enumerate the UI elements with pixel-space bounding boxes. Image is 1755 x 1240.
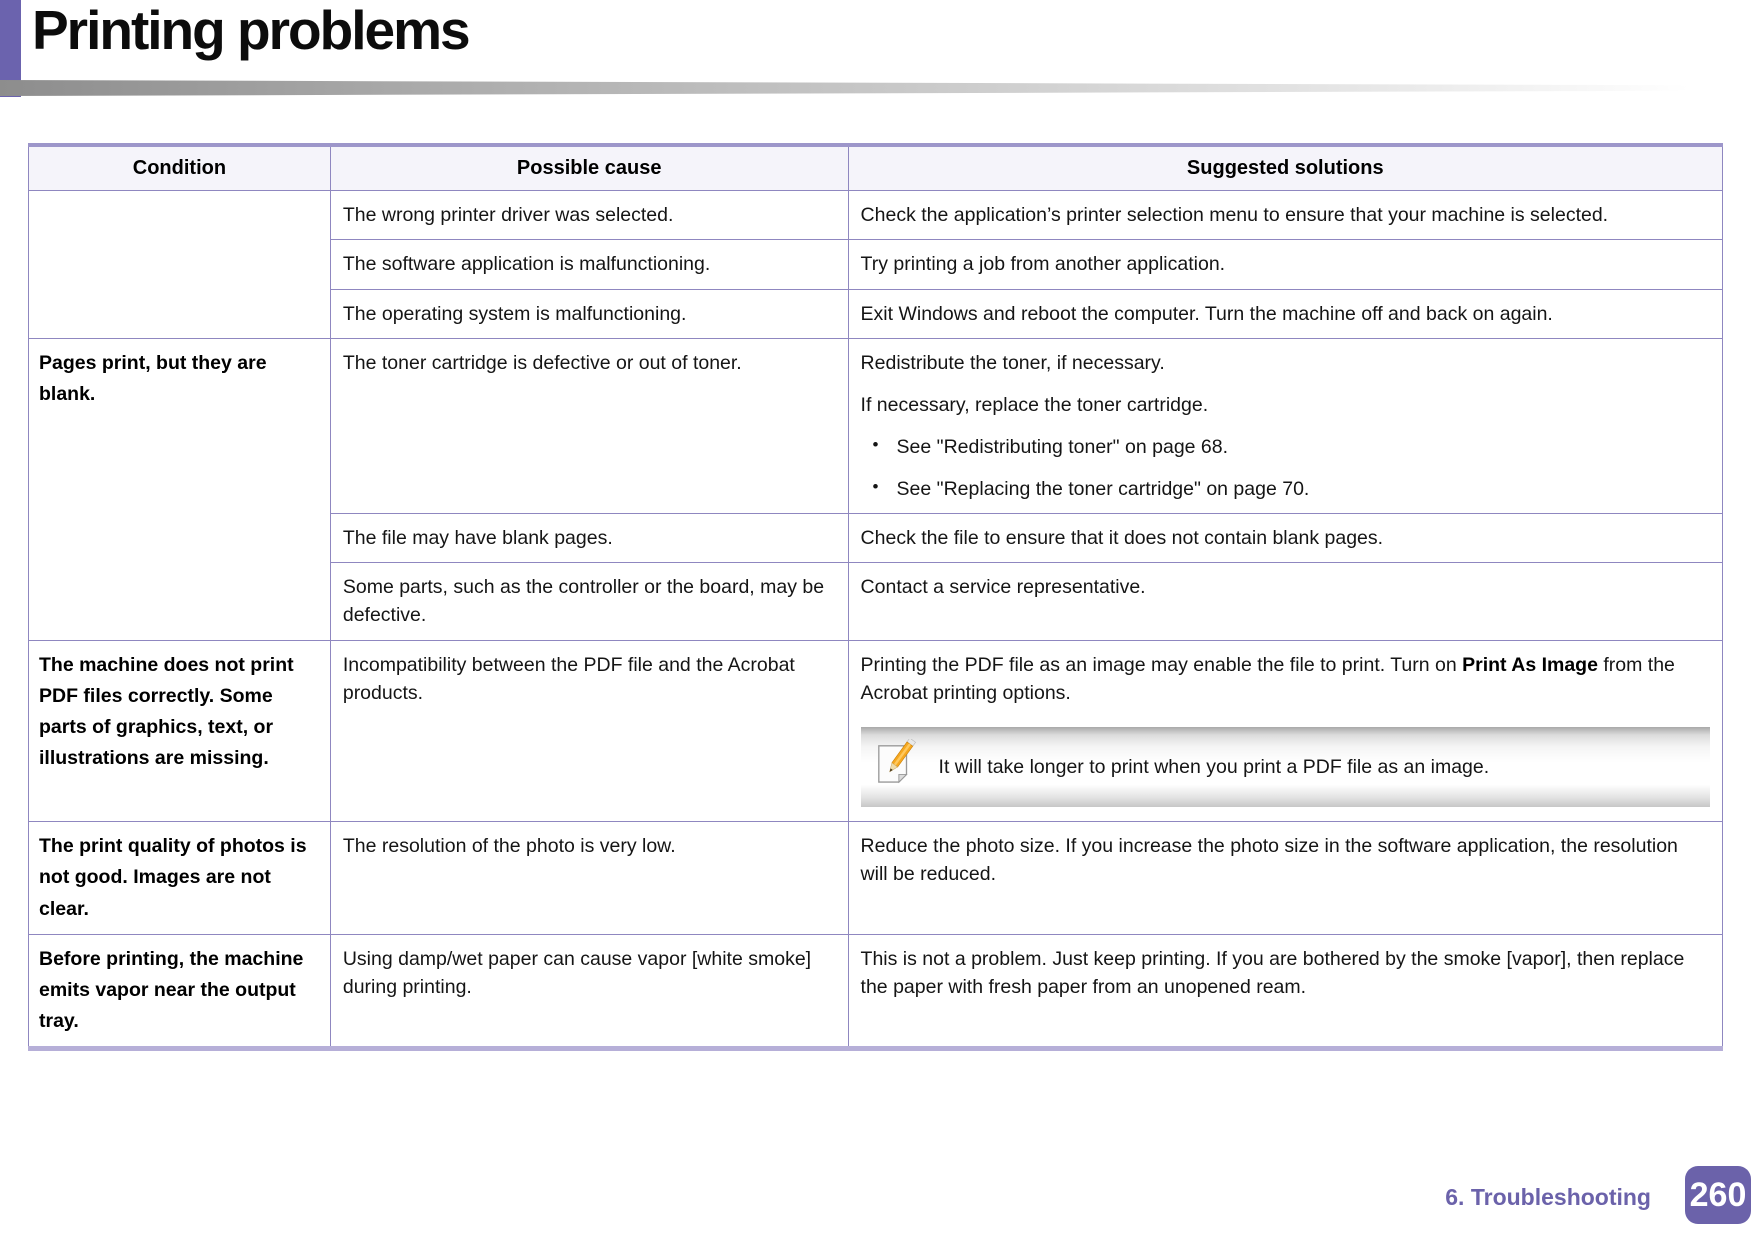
condition-cell: The machine does not print PDF files cor…	[28, 639, 331, 823]
cause-cell: Incompatibility between the PDF file and…	[329, 639, 849, 823]
note-text: It will take longer to print when you pr…	[938, 756, 1490, 779]
solution-cell: Exit Windows and reboot the computer. Tu…	[847, 288, 1724, 339]
table-row: Before printing, the machine emits vapor…	[28, 933, 1724, 1050]
solution-paragraph: Reduce the photo size. If you increase t…	[860, 835, 1678, 886]
table-row: The wrong printer driver was selected. C…	[28, 189, 1724, 339]
column-header-possible-cause: Possible cause	[329, 145, 849, 191]
bullet-text: See "Redistributing toner" on page 68.	[896, 436, 1229, 459]
cause-cell: The toner cartridge is defective or out …	[329, 337, 849, 514]
title-accent-bar	[0, 0, 21, 97]
solution-paragraph: Exit Windows and reboot the computer. Tu…	[860, 302, 1553, 325]
solution-paragraph: This is not a problem. Just keep printin…	[860, 947, 1685, 999]
table-row: Pages print, but they are blank. The ton…	[28, 337, 1724, 641]
solution-paragraph: Redistribute the toner, if necessary.	[860, 351, 1165, 374]
solution-cell: Contact a service representative.	[847, 562, 1724, 641]
column-header-condition: Condition	[28, 145, 331, 191]
cause-cell: Some parts, such as the controller or th…	[329, 562, 849, 641]
footer-chapter-label: 6. Troubleshooting	[1445, 1184, 1651, 1210]
troubleshooting-table: Condition Possible cause Suggested solut…	[28, 143, 1724, 1052]
solution-cell: Printing the PDF file as an image may en…	[847, 639, 1724, 823]
solution-paragraph: If necessary, replace the toner cartridg…	[860, 394, 1209, 417]
table-header-row: Condition Possible cause Suggested solut…	[28, 145, 1724, 191]
solution-cell: Reduce the photo size. If you increase t…	[847, 821, 1724, 935]
solution-paragraph: Contact a service representative.	[860, 576, 1146, 599]
cause-cell: The file may have blank pages.	[329, 512, 849, 564]
table-row: Some parts, such as the controller or th…	[29, 562, 1724, 641]
table-row: The machine does not print PDF files cor…	[28, 639, 1724, 823]
table-row: The file may have blank pages. Check the…	[29, 512, 1724, 564]
solution-cell: Check the application’s printer selectio…	[847, 189, 1724, 241]
page-title: Printing problems	[32, 0, 471, 61]
cause-cell: The resolution of the photo is very low.	[329, 821, 849, 935]
solution-bullet-item: • See "Redistributing toner" on page 68.	[861, 433, 1710, 461]
condition-cell: Pages print, but they are blank.	[28, 337, 331, 641]
table-row: The print quality of photos is not good.…	[28, 821, 1724, 935]
solution-paragraph: Try printing a job from another applicat…	[860, 253, 1226, 276]
solution-bold-term: Print As Image	[1462, 653, 1598, 676]
table-row: The software application is malfunctioni…	[29, 239, 1724, 290]
table-row: The operating system is malfunctioning. …	[29, 288, 1724, 339]
solution-paragraph: Printing the PDF file as an image may en…	[861, 651, 1710, 708]
cause-cell: The software application is malfunctioni…	[329, 239, 849, 290]
note-box: It will take longer to print when you pr…	[860, 727, 1710, 808]
solution-cell: This is not a problem. Just keep printin…	[847, 933, 1724, 1050]
condition-cell: The print quality of photos is not good.…	[28, 821, 331, 935]
cause-cell: The operating system is malfunctioning.	[329, 288, 849, 339]
cause-cell: The wrong printer driver was selected.	[329, 189, 849, 241]
note-pencil-icon	[875, 737, 917, 795]
solution-text: Printing the PDF file as an image may en…	[860, 653, 1463, 676]
solution-cell: Check the file to ensure that it does no…	[847, 512, 1724, 564]
bullet-marker: •	[872, 435, 879, 455]
column-header-suggested-solutions: Suggested solutions	[847, 145, 1724, 191]
solution-paragraph: Check the file to ensure that it does no…	[860, 526, 1384, 549]
solution-paragraph: Check the application’s printer selectio…	[860, 204, 1609, 226]
solution-cell: Redistribute the toner, if necessary. If…	[847, 337, 1724, 514]
solution-text: from the Acrobat printing options.	[860, 653, 1675, 704]
page-number-badge: 260	[1685, 1166, 1751, 1224]
solution-cell: Try printing a job from another applicat…	[847, 239, 1724, 290]
condition-cell	[28, 190, 331, 339]
bullet-text: See "Replacing the toner cartridge" on p…	[896, 477, 1310, 500]
condition-cell: Before printing, the machine emits vapor…	[28, 933, 331, 1050]
title-underline-shadow	[0, 80, 1742, 96]
bullet-marker: •	[872, 476, 879, 496]
solution-bullet-item: • See "Replacing the toner cartridge" on…	[861, 475, 1710, 503]
cause-cell: Using damp/wet paper can cause vapor [wh…	[329, 933, 849, 1050]
